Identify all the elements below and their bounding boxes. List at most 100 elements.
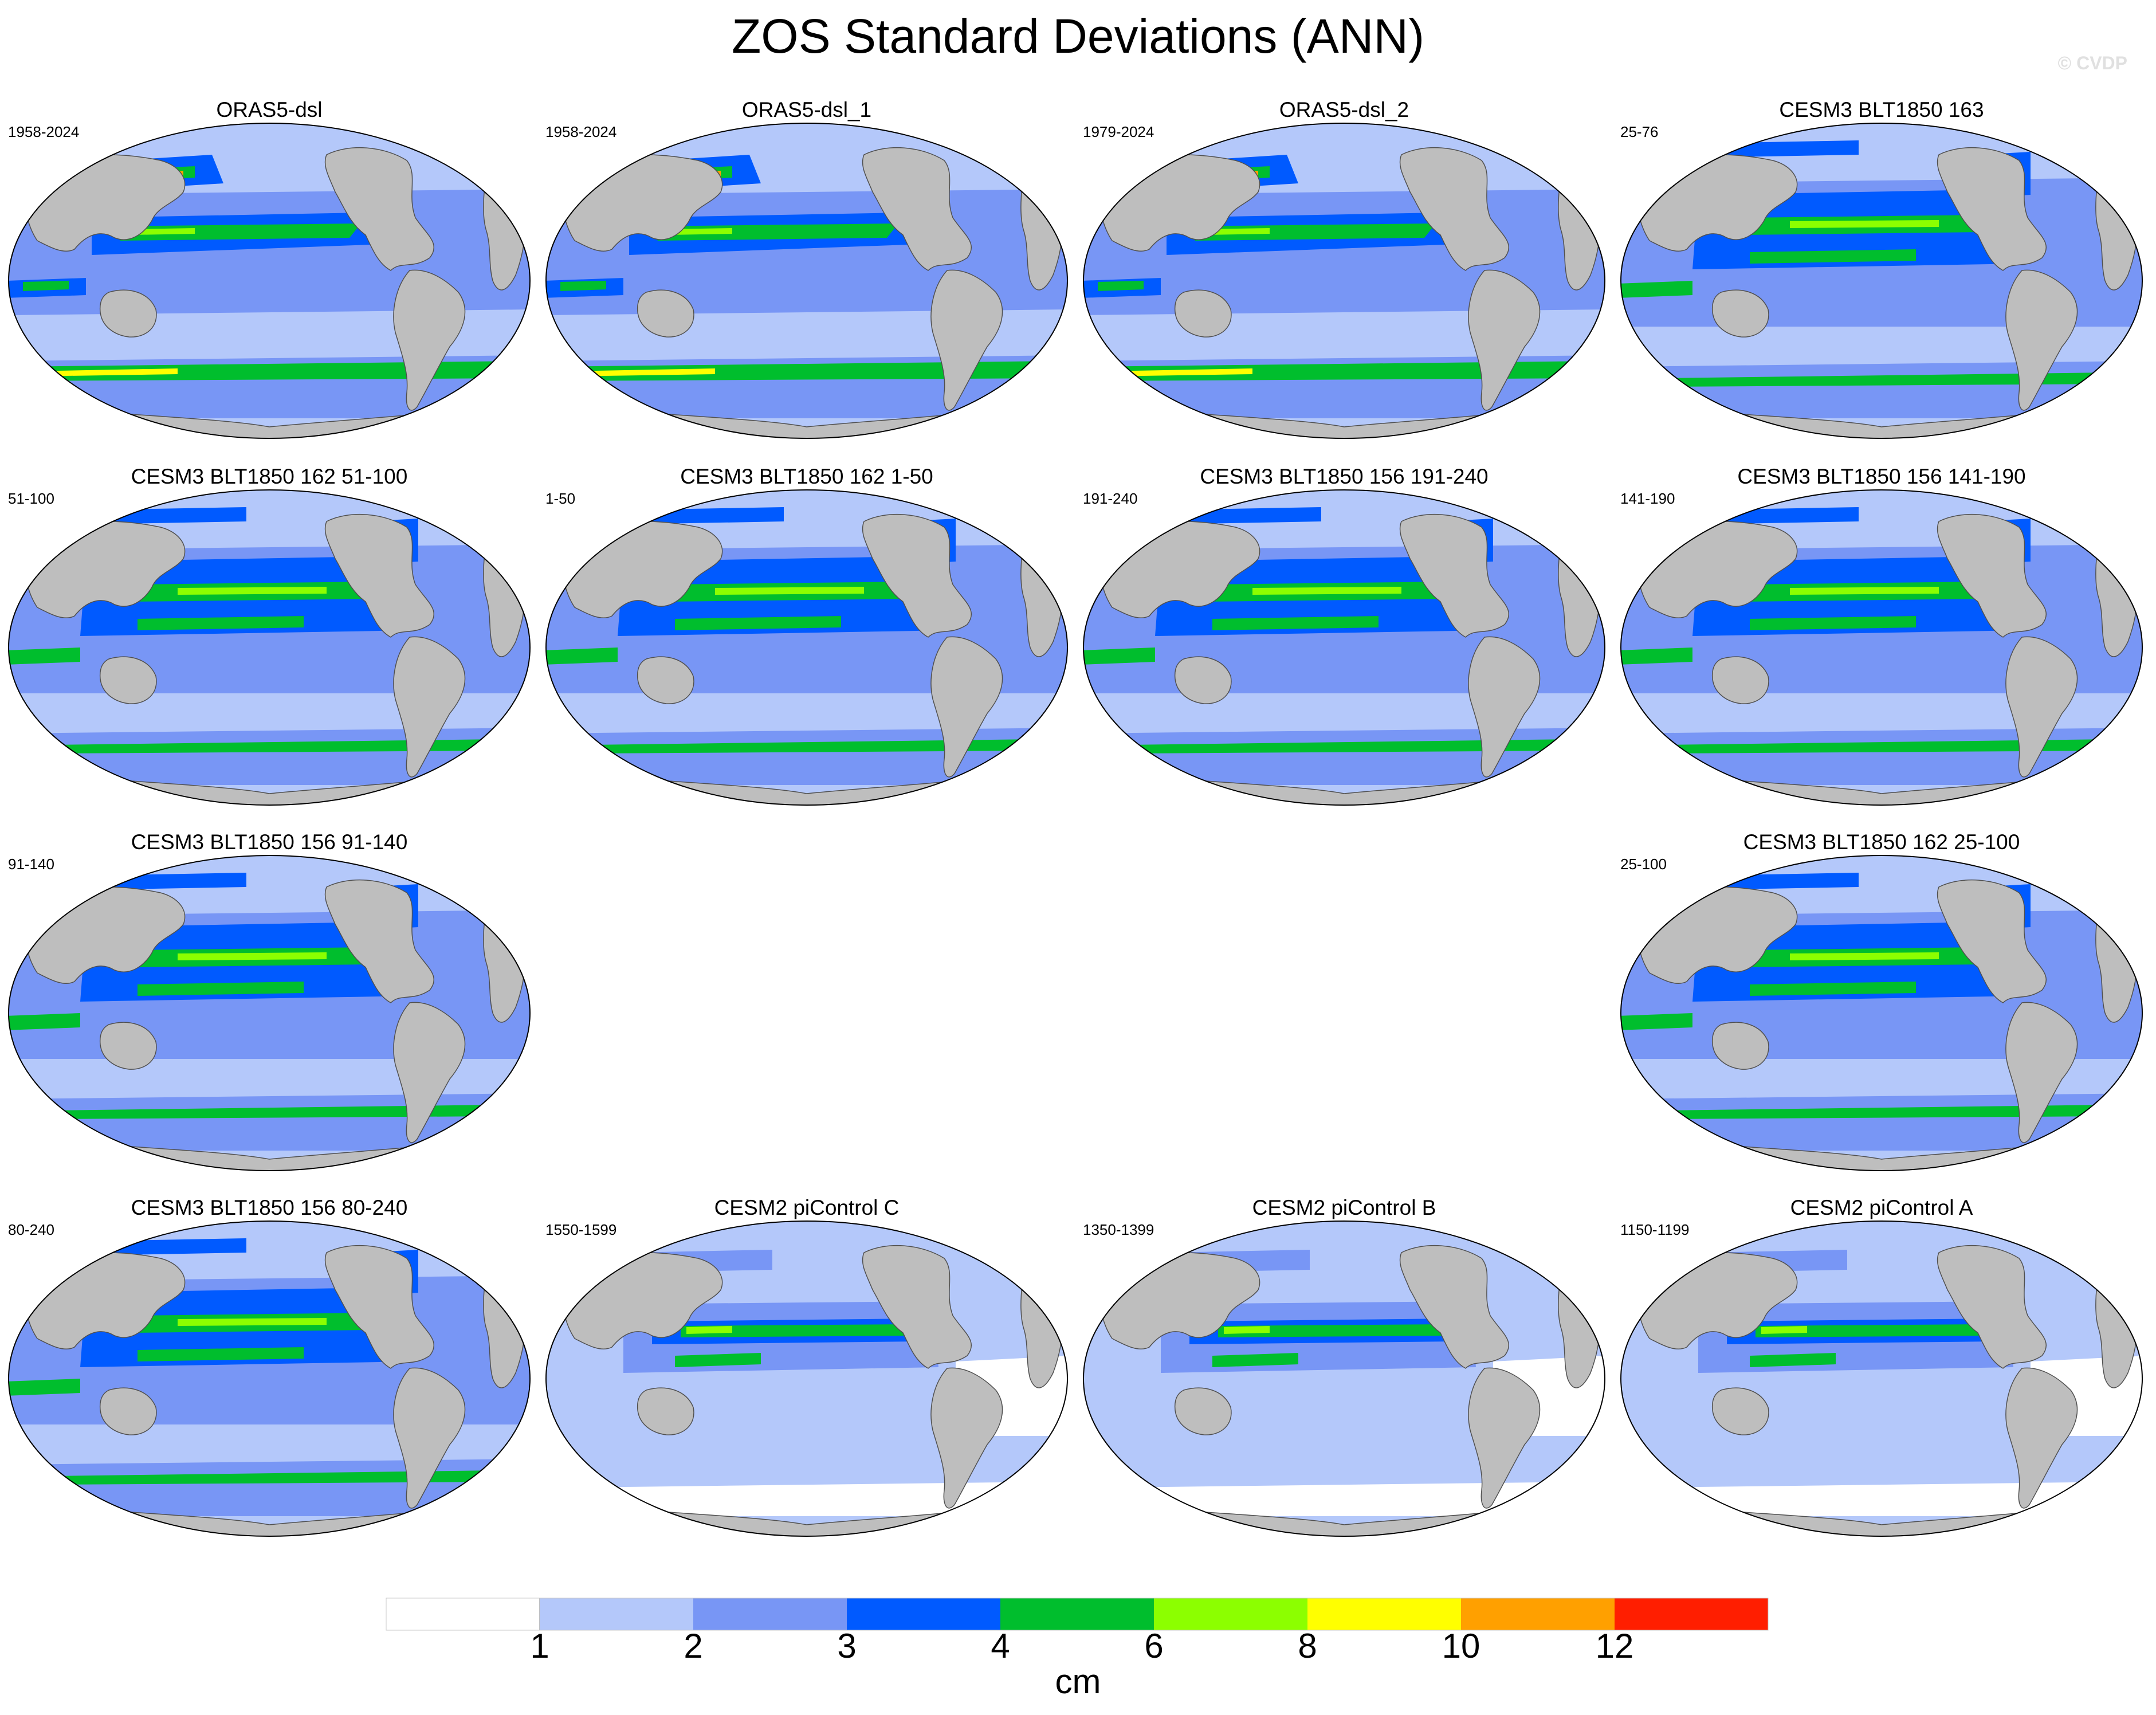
colorbar-tick-label: 1 — [530, 1627, 549, 1665]
land-mass-1 — [1468, 1367, 1541, 1509]
land-mass-0 — [862, 1245, 972, 1369]
variability-field-6 — [1664, 739, 2111, 753]
panel-title: CESM2 piControl A — [1790, 1196, 1973, 1219]
world-map — [8, 855, 531, 1171]
map-panel: CESM2 piControl B 1350-1399 — [1075, 1195, 1613, 1562]
variability-field-10 — [1621, 281, 1692, 298]
variability-field-4 — [1212, 616, 1379, 630]
world-map — [1083, 489, 1605, 806]
panel-title: ORAS5-dsl_2 — [1279, 98, 1409, 121]
variability-field-1 — [1652, 1482, 2122, 1516]
variability-field-1 — [1115, 1482, 1585, 1516]
variability-field-3 — [669, 228, 732, 235]
colorbar-swatch — [847, 1598, 1000, 1630]
variability-field-3 — [178, 1318, 327, 1326]
variability-field-5 — [1083, 728, 1605, 785]
variability-field-4 — [1750, 616, 1916, 630]
land-mass-4 — [1711, 1387, 1769, 1435]
world-map — [1620, 123, 2143, 439]
land-mass-6 — [984, 136, 1024, 170]
world-map — [545, 123, 1068, 439]
panel-years: 25-76 — [1620, 123, 1659, 140]
world-map — [8, 1220, 531, 1537]
land-mass-6 — [446, 503, 486, 537]
variability-field-5 — [1761, 1326, 1807, 1334]
land-mass-4 — [637, 656, 694, 704]
variability-field-2 — [646, 223, 898, 241]
panel-years: 80-240 — [8, 1221, 54, 1238]
variability-field-3 — [1207, 228, 1270, 235]
land-mass-1 — [1468, 636, 1541, 778]
map-outline — [1620, 489, 2143, 806]
variability-field-5 — [9, 728, 530, 785]
panel-title: CESM3 BLT1850 156 141-190 — [1737, 465, 2026, 488]
panel-years: 1350-1399 — [1083, 1221, 1154, 1238]
panel-years: 1-50 — [545, 490, 576, 507]
land-mass-0 — [1937, 879, 2047, 1003]
land-mass-4 — [637, 1387, 694, 1435]
map-outline — [8, 123, 531, 439]
land-mass-6 — [984, 1234, 1024, 1268]
colorbar-units: cm — [1055, 1662, 1101, 1701]
variability-field-5 — [546, 728, 1067, 785]
variability-field-10 — [9, 1013, 80, 1030]
variability-field-3 — [1790, 220, 1939, 228]
map-panel: CESM3 BLT1850 162 51-100 51-100 — [0, 464, 539, 831]
land-mass-1 — [2005, 1367, 2078, 1509]
variability-field-5 — [9, 1093, 530, 1151]
land-mass-4 — [1174, 656, 1232, 704]
variability-field-6 — [1212, 1353, 1298, 1367]
land-mass-6 — [2059, 1234, 2099, 1268]
variability-field-3 — [1252, 587, 1401, 595]
variability-field-4 — [138, 982, 304, 996]
colorbar-tick-label: 10 — [1442, 1627, 1480, 1665]
world-map — [1083, 123, 1605, 439]
panel-title: ORAS5-dsl — [216, 98, 323, 121]
variability-field-5 — [549, 361, 1059, 381]
map-panel: CESM3 BLT1850 162 25-100 25-100 — [1612, 830, 2151, 1196]
colorbar-tick-label: 8 — [1298, 1627, 1317, 1665]
land-mass-4 — [1174, 289, 1232, 337]
land-mass-0 — [1937, 147, 2047, 271]
land-mass-1 — [393, 636, 466, 778]
colorbar-tick-label: 3 — [837, 1627, 857, 1665]
map-outline — [1083, 1220, 1605, 1537]
variability-field-6 — [52, 739, 498, 753]
land-mass-0 — [1937, 1245, 2047, 1369]
land-mass-6 — [1521, 503, 1561, 537]
land-mass-1 — [393, 1002, 466, 1143]
map-outline — [8, 489, 531, 806]
panel-years: 141-190 — [1620, 490, 1675, 507]
land-mass-4 — [637, 289, 694, 337]
land-mass-4 — [1711, 1022, 1769, 1070]
variability-field-5 — [1621, 1093, 2142, 1151]
land-mass-6 — [1521, 1234, 1561, 1268]
panel-title: CESM3 BLT1850 156 91-140 — [131, 830, 408, 854]
variability-field-5 — [9, 1459, 530, 1516]
variability-field-3 — [1790, 952, 1939, 960]
variability-field-6 — [1126, 739, 1573, 753]
land-mass-4 — [1174, 1387, 1232, 1435]
variability-field-6 — [1750, 1353, 1836, 1367]
map-panel: ORAS5-dsl 1958-2024 — [0, 97, 539, 464]
panel-years: 1550-1599 — [545, 1221, 617, 1238]
variability-field-3 — [715, 587, 864, 595]
variability-field-5 — [1621, 728, 2142, 785]
land-mass-0 — [1399, 513, 1509, 638]
colorbar-swatch — [386, 1598, 540, 1631]
land-mass-0 — [324, 147, 434, 271]
variability-field-5 — [1086, 361, 1596, 381]
land-mass-1 — [2005, 636, 2078, 778]
colorbar-swatch — [1154, 1598, 1307, 1630]
land-mass-4 — [99, 656, 157, 704]
panel-title: CESM3 BLT1850 156 80-240 — [131, 1196, 408, 1219]
land-mass-4 — [99, 1387, 157, 1435]
map-outline — [1083, 123, 1605, 439]
variability-field-5 — [1224, 1326, 1270, 1334]
colorbar-tick-label: 4 — [991, 1627, 1010, 1665]
variability-field-2 — [109, 223, 361, 241]
colorbar-swatch — [1461, 1598, 1615, 1630]
colorbar-swatch — [1615, 1598, 1768, 1630]
variability-field-6 — [1664, 372, 2111, 387]
panel-title: ORAS5-dsl_1 — [741, 98, 872, 121]
